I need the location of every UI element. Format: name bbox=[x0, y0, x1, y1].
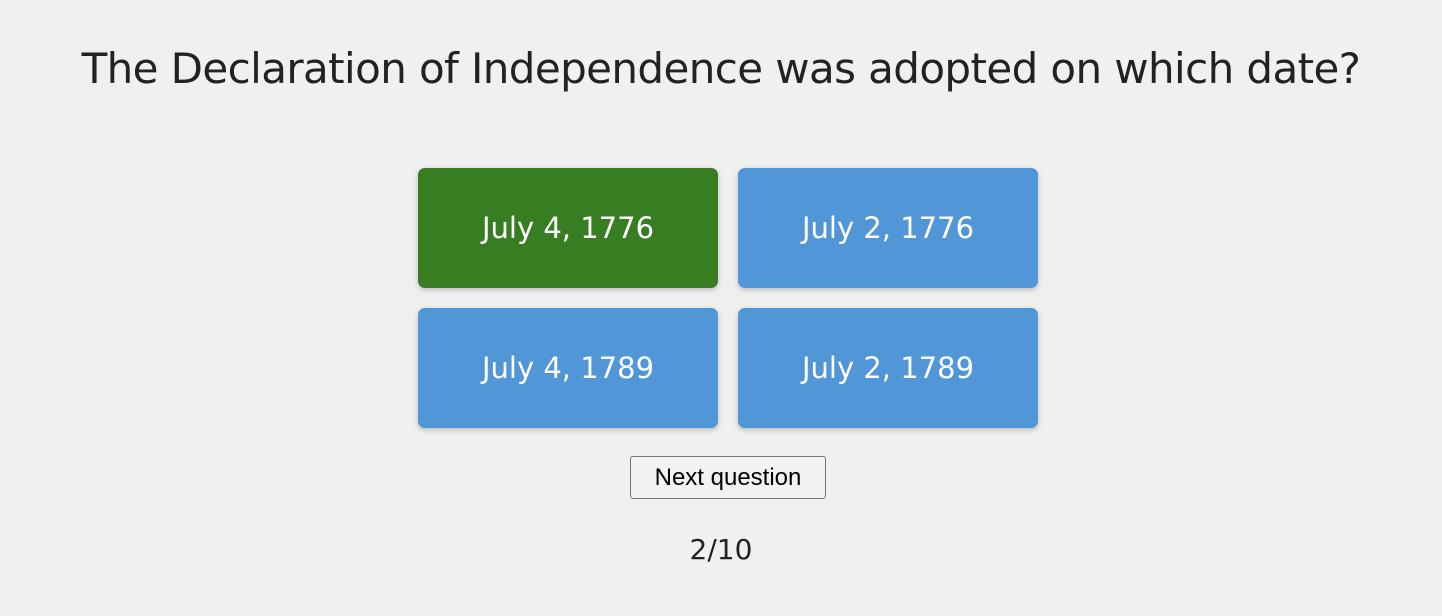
next-question-button[interactable]: Next question bbox=[630, 456, 826, 499]
answer-button-july-4-1776[interactable]: July 4, 1776 bbox=[418, 168, 718, 288]
question-text: The Declaration of Independence was adop… bbox=[81, 44, 1361, 93]
question-progress: 2/10 bbox=[689, 533, 753, 566]
answer-button-july-4-1789[interactable]: July 4, 1789 bbox=[418, 308, 718, 428]
answer-grid: July 4, 1776 July 2, 1776 July 4, 1789 J… bbox=[418, 168, 1038, 428]
answer-button-july-2-1776[interactable]: July 2, 1776 bbox=[738, 168, 1038, 288]
answer-button-july-2-1789[interactable]: July 2, 1789 bbox=[738, 308, 1038, 428]
